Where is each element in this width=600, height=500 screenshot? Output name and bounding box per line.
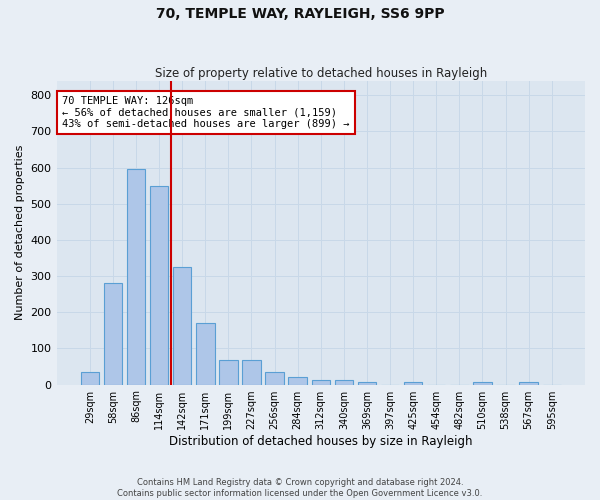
Bar	[335, 380, 353, 384]
Y-axis label: Number of detached properties: Number of detached properties	[15, 145, 25, 320]
Bar	[196, 323, 215, 384]
Bar	[404, 382, 422, 384]
Bar	[265, 372, 284, 384]
Bar	[473, 382, 491, 384]
Bar	[311, 380, 330, 384]
Bar	[127, 170, 145, 384]
Text: 70, TEMPLE WAY, RAYLEIGH, SS6 9PP: 70, TEMPLE WAY, RAYLEIGH, SS6 9PP	[155, 8, 445, 22]
Text: Contains HM Land Registry data © Crown copyright and database right 2024.
Contai: Contains HM Land Registry data © Crown c…	[118, 478, 482, 498]
Bar	[219, 360, 238, 384]
Bar	[358, 382, 376, 384]
Bar	[104, 284, 122, 384]
X-axis label: Distribution of detached houses by size in Rayleigh: Distribution of detached houses by size …	[169, 434, 473, 448]
Bar	[242, 360, 261, 384]
Bar	[520, 382, 538, 384]
Bar	[173, 267, 191, 384]
Text: 70 TEMPLE WAY: 126sqm
← 56% of detached houses are smaller (1,159)
43% of semi-d: 70 TEMPLE WAY: 126sqm ← 56% of detached …	[62, 96, 349, 129]
Bar	[150, 186, 169, 384]
Title: Size of property relative to detached houses in Rayleigh: Size of property relative to detached ho…	[155, 66, 487, 80]
Bar	[80, 372, 99, 384]
Bar	[289, 378, 307, 384]
